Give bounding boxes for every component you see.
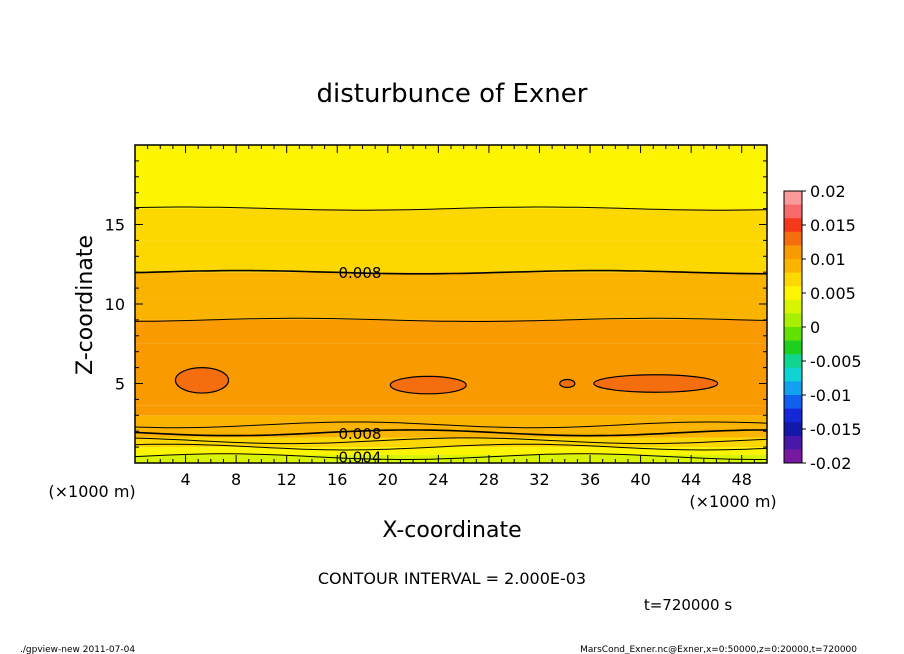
- colorbar-swatch: [784, 272, 802, 287]
- colorbar-swatch: [784, 231, 802, 246]
- y-axis-ticks: 5 10 15: [105, 160, 767, 448]
- colorbar-label: 0.015: [810, 216, 856, 235]
- x-tick-label: 44: [681, 470, 701, 489]
- heatmap-band: [135, 208, 767, 241]
- contour-label: 0.004: [339, 449, 382, 467]
- colorbar-swatch: [784, 395, 802, 410]
- y-tick-label: 15: [105, 216, 125, 235]
- contour-line: [134, 437, 768, 445]
- heatmap-band: [135, 405, 767, 416]
- contour-interval-note: CONTOUR INTERVAL = 2.000E-03: [318, 569, 586, 588]
- colorbar-swatch: [784, 435, 802, 450]
- x-tick-label: 48: [732, 470, 752, 489]
- y-axis-label: Z-coordinate: [73, 235, 98, 375]
- x-axis-ticks: 4 8 12 16 20 24 28 32 36 40 44 48: [147, 145, 755, 489]
- colorbar-swatch: [784, 449, 802, 464]
- contour-line: [134, 453, 767, 460]
- contour-label: 0.008: [339, 264, 382, 282]
- time-label: t=720000 s: [644, 596, 732, 614]
- heatmap-band: [135, 319, 767, 344]
- x-tick-label: 20: [378, 470, 398, 489]
- x-tick-label: 40: [630, 470, 650, 489]
- x-unit-label: (×1000 m): [689, 492, 776, 511]
- colorbar-label: -0.015: [810, 420, 862, 439]
- colorbar-label: -0.005: [810, 352, 862, 371]
- x-tick-label: 12: [277, 470, 297, 489]
- high-value-cell: [389, 375, 467, 395]
- colorbar-swatch: [784, 218, 802, 233]
- y-tick-label: 10: [105, 295, 125, 314]
- colorbar-swatch: [784, 245, 802, 260]
- colorbar-label: -0.01: [810, 386, 851, 405]
- chart-title: disturbunce of Exner: [317, 79, 588, 109]
- high-value-cell: [174, 367, 230, 394]
- heatmap-band: [135, 296, 767, 320]
- colorbar-swatch: [784, 299, 802, 314]
- colorbar-swatch: [784, 422, 802, 437]
- colorbar-label: 0.01: [810, 250, 846, 269]
- contour-line: [134, 206, 768, 211]
- colorbar: 0.02 0.015 0.01 0.005 0 -0.005 -0.01 -0.015 -0.0…: [783, 182, 862, 473]
- program-info: ./gpview-new 2011-07-04: [20, 645, 135, 654]
- contour-line: [134, 317, 768, 322]
- colorbar-swatch: [784, 286, 802, 301]
- heatmap-band: [135, 240, 767, 273]
- x-axis-label: X-coordinate: [382, 518, 521, 543]
- x-tick-label: 8: [231, 470, 241, 489]
- colorbar-label: 0.02: [810, 182, 846, 201]
- colorbar-swatch: [784, 191, 802, 206]
- colorbar-swatch: [784, 367, 802, 382]
- contour-line: [134, 421, 768, 429]
- colorbar-swatch: [784, 408, 802, 423]
- contour-line: [134, 429, 768, 437]
- source-info: MarsCond_Exner.nc@Exner,x=0:50000,z=0:20…: [580, 645, 857, 654]
- colorbar-label: 0: [810, 318, 820, 337]
- colorbar-swatch: [784, 327, 802, 342]
- high-value-cell: [559, 378, 576, 389]
- colorbar-swatch: [784, 354, 802, 369]
- high-value-cell: [593, 374, 719, 393]
- x-tick-label: 4: [180, 470, 190, 489]
- colorbar-label: -0.02: [810, 454, 851, 473]
- colorbar-swatch: [784, 204, 802, 219]
- heatmap-band: [135, 145, 767, 180]
- contour-lines: 0.008 0.008 0.004: [134, 206, 768, 467]
- heatmap-band: [135, 272, 767, 297]
- x-tick-label: 36: [580, 470, 600, 489]
- colorbar-swatch: [784, 313, 802, 328]
- z-unit-label: (×1000 m): [48, 482, 135, 501]
- heatmap-bands: [135, 145, 767, 463]
- heatmap-band: [135, 437, 767, 448]
- colorbar-swatch: [784, 381, 802, 396]
- x-tick-label: 16: [327, 470, 347, 489]
- heatmap-band: [135, 415, 767, 427]
- y-tick-label: 5: [115, 375, 125, 394]
- colorbar-swatch: [784, 340, 802, 355]
- colorbar-label: 0.005: [810, 284, 856, 303]
- contour-label: 0.008: [339, 425, 382, 443]
- x-tick-label: 32: [529, 470, 549, 489]
- x-tick-label: 28: [479, 470, 499, 489]
- high-value-cells: [174, 367, 719, 395]
- heatmap-band: [135, 447, 767, 456]
- heatmap-band: [135, 426, 767, 438]
- contour-line: [134, 443, 768, 451]
- contour-line: [134, 269, 768, 275]
- x-tick-label: 24: [428, 470, 448, 489]
- colorbar-swatch: [784, 259, 802, 274]
- heatmap-band: [135, 179, 767, 209]
